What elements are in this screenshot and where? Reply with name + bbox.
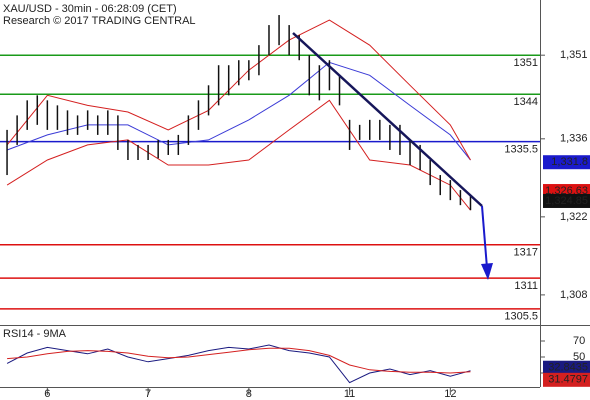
x-tick-label: 7 — [145, 388, 151, 400]
x-tick-label: 6 — [44, 388, 50, 400]
rsi-title: RSI14 - 9MA — [3, 328, 67, 340]
rsi-marker — [543, 372, 590, 387]
x-tick-label: 12 — [444, 388, 456, 400]
level-label: 1344 — [514, 96, 538, 108]
price-marker — [543, 155, 590, 170]
rsi-tick-label: 50 — [573, 351, 585, 363]
chart-subtitle: Research © 2017 TRADING CENTRAL — [3, 15, 196, 27]
rsi-line — [7, 347, 471, 374]
y-tick-label: 1,336 — [560, 133, 588, 145]
rsi-marker — [543, 360, 590, 375]
x-tick-label: 11 — [344, 388, 355, 400]
level-label: 1311 — [514, 280, 538, 292]
y-tick-label: 1,322 — [560, 211, 588, 223]
rsi-line — [6, 344, 471, 384]
trend-line — [292, 32, 483, 207]
rsi-tick-label: 70 — [573, 335, 585, 347]
rsi-marker-label: 31.4797 — [548, 374, 588, 386]
y-tick-label: 1,308 — [560, 289, 588, 301]
price-marker-label: 1,331.8 — [551, 156, 588, 168]
price-marker — [543, 193, 590, 208]
projection-arrow — [481, 205, 488, 269]
plot-layer: 67811121,3511,3361,3221,3087050301351134… — [0, 15, 590, 400]
y-tick-label: 1,351 — [560, 49, 588, 61]
rsi-marker-label: 32.8435 — [548, 362, 588, 374]
chart-title: XAU/USD - 30min - 06:28:09 (CET) — [3, 3, 177, 15]
level-label: 1351 — [514, 57, 538, 69]
price-marker-label: 1,326.63 — [545, 185, 588, 197]
price-marker-label: 1,324.85 — [545, 195, 588, 207]
level-label: 1305.5 — [504, 311, 538, 323]
arrow-head — [481, 263, 493, 280]
x-tick-label: 8 — [246, 388, 252, 400]
level-label: 1335.5 — [504, 144, 538, 156]
level-label: 1317 — [514, 247, 538, 259]
